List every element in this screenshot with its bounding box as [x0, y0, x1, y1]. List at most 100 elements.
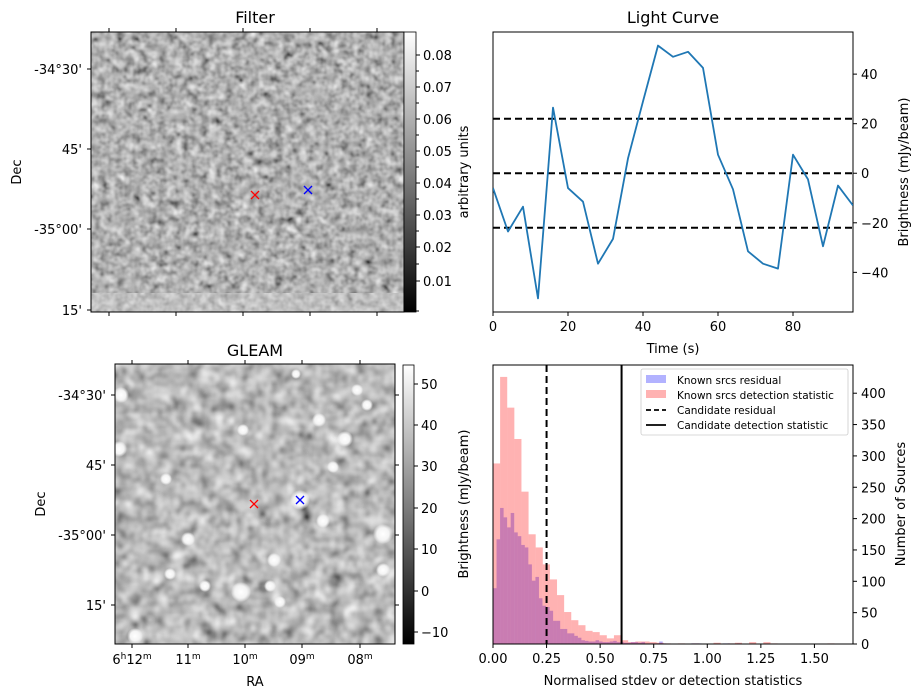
colorbar-tick-label: 0.05: [423, 145, 452, 160]
colorbar-tick-label: 0.03: [423, 209, 452, 224]
bright-source: [351, 384, 363, 396]
histogram-bar: [592, 632, 600, 644]
colorbar-tick-label: 20: [421, 502, 438, 517]
histogram-bar: [734, 642, 742, 644]
histogram-bar: [656, 642, 664, 644]
histogram-bar: [553, 620, 557, 644]
histogram-axes-frame: [492, 364, 854, 645]
histogram-bar: [623, 642, 628, 644]
histogram-bar: [564, 612, 572, 644]
histogram-bar: [659, 641, 663, 644]
bright-source: [264, 580, 276, 592]
ra-tick-label: 08m: [347, 652, 372, 668]
colorbar-tick-label: 0.02: [423, 241, 452, 256]
histogram-bar: [588, 641, 592, 644]
histogram-bar: [571, 620, 579, 644]
histogram-bar: [749, 642, 757, 644]
histogram-bar: [556, 620, 561, 644]
x-marker-stroke: [249, 499, 259, 509]
histogram-bar: [599, 635, 607, 644]
bright-source: [199, 580, 211, 592]
y-tick-label: −40: [861, 266, 888, 281]
filter-image: [91, 32, 404, 312]
ra-tick-label: 6h12m: [112, 652, 151, 668]
faint-source: [144, 614, 156, 626]
histogram-bar: [503, 517, 508, 644]
bright-source: [376, 563, 390, 577]
histogram-bar: [627, 642, 631, 644]
histogram-bar: [507, 407, 515, 644]
histogram-bar: [517, 536, 522, 644]
ra-minutes-unit: m: [143, 652, 152, 662]
ra-minutes: 08: [347, 653, 364, 668]
colorbar-tick-label: 0.01: [423, 275, 452, 290]
colorbar-tick-label: −10: [421, 626, 448, 641]
y-tick-label: 0: [861, 167, 869, 182]
known-source-marker: [303, 185, 313, 195]
histogram-bar: [538, 598, 543, 644]
light-curve-line: [493, 44, 853, 300]
light-curve-y-axis: 40 20 0 −20 −40: [853, 68, 888, 281]
bright-source: [237, 424, 249, 436]
bright-source: [115, 441, 127, 457]
x-marker-stroke: [303, 185, 313, 195]
x-tick-label: 20: [560, 320, 577, 335]
histogram-bar: [616, 642, 621, 644]
bright-source: [316, 514, 330, 528]
y-tick-label: 50: [861, 607, 878, 622]
histogram-bar: [637, 642, 642, 644]
histogram-bar: [609, 641, 614, 644]
filter-dec-axis: -34°30' 45' -35°00' 15': [34, 63, 91, 319]
histogram-bar: [549, 579, 558, 644]
x-tick-label: 0: [489, 320, 497, 335]
faint-source: [299, 532, 315, 548]
legend-label: Candidate residual: [677, 405, 776, 417]
histogram-bar: [599, 641, 603, 644]
histogram-bar: [595, 640, 600, 644]
legend-item: Known srcs residual: [646, 375, 781, 387]
colorbar-tick-label: 0.04: [423, 177, 452, 192]
histogram-x-axis: 0.00 0.25 0.50 0.75 1.00 1.25 1.50: [479, 644, 829, 667]
faint-source: [153, 493, 167, 507]
dec-tick-label: 15': [86, 599, 106, 614]
histogram-bar: [584, 640, 589, 644]
dec-tick-label: 45': [62, 143, 82, 158]
x-tick-label: 1.50: [800, 652, 829, 667]
y-tick-label: 200: [861, 513, 886, 528]
light-curve-panel: Light Curve 0 20 40 60 80 40 20 0 −20 −40 Time (…: [489, 8, 912, 357]
histogram-bar: [581, 640, 585, 644]
histogram-bar: [634, 642, 638, 644]
y-tick-label: 150: [861, 544, 886, 559]
bright-source: [337, 431, 353, 447]
bright-source: [274, 596, 286, 608]
legend-swatch: [646, 390, 666, 398]
dec-tick-label: -35°00': [34, 223, 82, 238]
gleam-ra-axis: 6h12m 11m 10m 09m 08m: [112, 360, 373, 668]
filter-markers: [250, 185, 313, 200]
histogram-bar: [560, 628, 564, 644]
histogram-bar: [585, 630, 593, 644]
histogram-bar: [613, 635, 622, 644]
candidate-marker: [249, 499, 259, 509]
filter-ylabel: Dec: [10, 159, 25, 184]
histogram-bar: [649, 642, 657, 644]
histogram-bar: [574, 635, 578, 644]
histogram-bar: [613, 640, 617, 644]
faint-source: [254, 567, 270, 583]
ra-minutes: 12: [126, 653, 143, 668]
gleam-colorbar-ticks: 50 40 30 20 10 0 −10: [414, 378, 448, 641]
faint-source: [323, 593, 337, 607]
histogram-bar: [641, 642, 646, 644]
histogram-bar: [557, 595, 565, 644]
gleam-title: GLEAM: [227, 341, 283, 360]
ra-hours: 6: [112, 653, 120, 668]
legend-item: Candidate detection statistic: [646, 420, 829, 432]
gleam-xlabel: RA: [246, 675, 264, 690]
histogram-bar: [621, 640, 629, 644]
ra-tick-label: 09m: [289, 652, 314, 668]
light-curve-ylabel: Brightness (mJy/beam): [897, 98, 912, 247]
bright-source: [164, 568, 176, 580]
histogram-bar: [535, 576, 539, 644]
histogram-bar: [528, 534, 536, 644]
histogram-bar: [763, 642, 771, 644]
